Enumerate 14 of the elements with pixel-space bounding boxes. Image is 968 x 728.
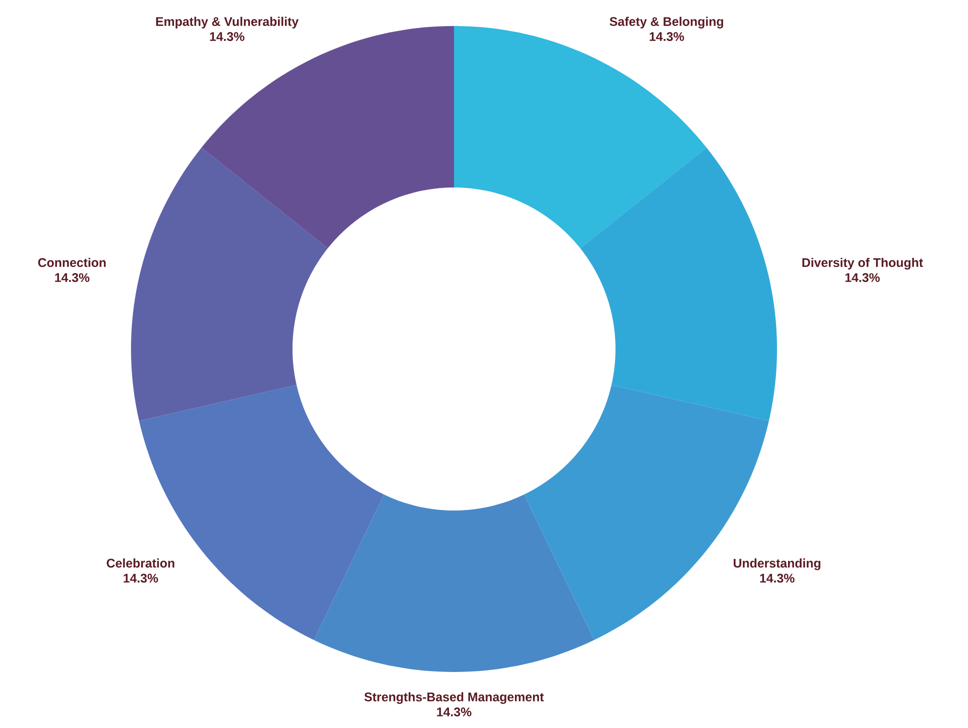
slice-label: Diversity of Thought xyxy=(802,258,923,270)
data-label: 14.3% xyxy=(210,32,244,41)
data-label: 14.3% xyxy=(55,273,90,282)
slice-label: Empathy & Vulnerability xyxy=(156,16,299,28)
data-label: 14.3% xyxy=(124,574,158,583)
slice-label: Celebration xyxy=(106,558,174,568)
slice-label: Connection xyxy=(38,258,106,268)
data-label: 14.3% xyxy=(760,574,794,583)
data-label: 14.3% xyxy=(845,273,880,282)
slice-label: Strengths-Based Management xyxy=(364,692,544,704)
data-label: 14.3% xyxy=(650,32,684,41)
slice-label: Safety & Belonging xyxy=(610,16,724,29)
slice-label: Understanding xyxy=(734,558,820,570)
data-label: 14.3% xyxy=(437,708,472,716)
